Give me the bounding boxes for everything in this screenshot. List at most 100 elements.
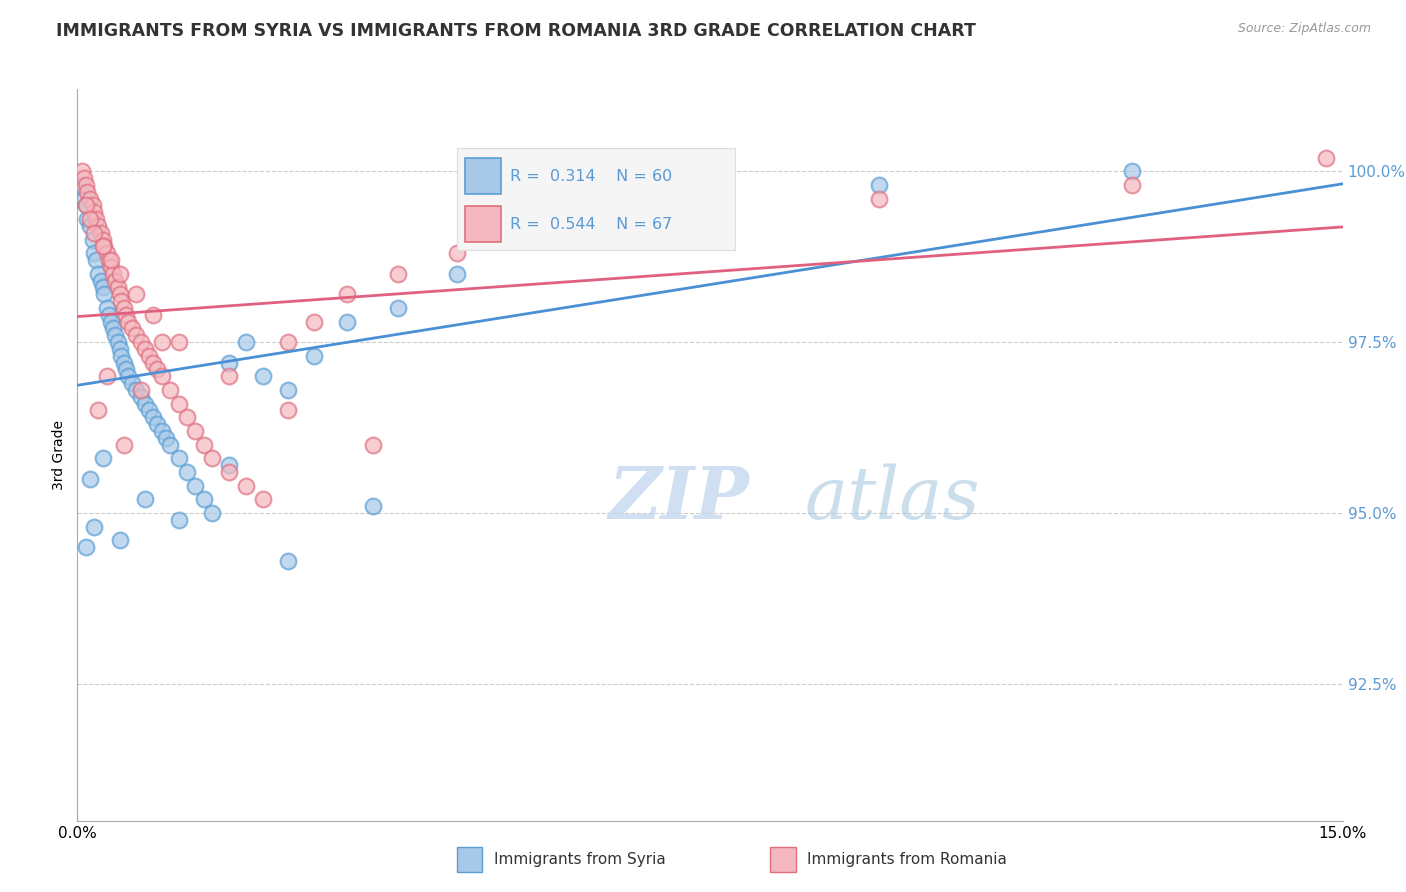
Point	[361, 499, 384, 513]
Point	[302, 349, 325, 363]
Point	[87, 267, 110, 281]
Point	[100, 315, 122, 329]
Point	[134, 342, 156, 356]
Point	[235, 478, 257, 492]
Point	[129, 335, 152, 350]
Point	[218, 465, 240, 479]
Point	[82, 233, 104, 247]
Bar	[465, 158, 502, 194]
Point	[115, 362, 138, 376]
Point	[277, 335, 299, 350]
Point	[107, 280, 129, 294]
Point	[83, 205, 105, 219]
Point	[167, 397, 190, 411]
Point	[73, 171, 96, 186]
Point	[83, 246, 105, 260]
Point	[868, 178, 890, 192]
Point	[159, 383, 181, 397]
Point	[91, 280, 114, 294]
Point	[76, 185, 98, 199]
Point	[657, 198, 679, 212]
Text: IMMIGRANTS FROM SYRIA VS IMMIGRANTS FROM ROMANIA 3RD GRADE CORRELATION CHART: IMMIGRANTS FROM SYRIA VS IMMIGRANTS FROM…	[56, 22, 976, 40]
Point	[184, 478, 207, 492]
Point	[104, 274, 127, 288]
Point	[142, 308, 165, 322]
Point	[76, 212, 98, 227]
Point	[446, 267, 468, 281]
Point	[146, 417, 169, 432]
Point	[79, 219, 101, 233]
Point	[138, 403, 160, 417]
Point	[150, 369, 173, 384]
Point	[176, 465, 198, 479]
Point	[110, 294, 132, 309]
Point	[125, 383, 148, 397]
Point	[361, 438, 384, 452]
Point	[84, 253, 107, 268]
Point	[134, 397, 156, 411]
Point	[98, 308, 121, 322]
Point	[70, 164, 93, 178]
Text: R =  0.544    N = 67: R = 0.544 N = 67	[510, 217, 672, 232]
Point	[201, 506, 224, 520]
Point	[218, 458, 240, 472]
Point	[91, 239, 114, 253]
Point	[121, 321, 143, 335]
Point	[93, 239, 115, 253]
Point	[142, 356, 165, 370]
Point	[146, 362, 169, 376]
Point	[73, 192, 96, 206]
Point	[115, 308, 138, 322]
Point	[150, 424, 173, 438]
Point	[91, 233, 114, 247]
Point	[218, 369, 240, 384]
Point	[108, 287, 131, 301]
Point	[657, 212, 679, 227]
Point	[277, 403, 299, 417]
Point	[530, 233, 553, 247]
Point	[167, 513, 190, 527]
Point	[193, 438, 215, 452]
Point	[201, 451, 224, 466]
Point	[129, 390, 152, 404]
Point	[108, 342, 131, 356]
Text: Immigrants from Syria: Immigrants from Syria	[494, 853, 665, 867]
Point	[91, 451, 114, 466]
Point	[83, 519, 105, 533]
Point	[159, 438, 181, 452]
Point	[150, 335, 173, 350]
Point	[108, 267, 131, 281]
Point	[252, 369, 274, 384]
Point	[93, 287, 115, 301]
Point	[138, 349, 160, 363]
Point	[108, 533, 131, 548]
Point	[193, 492, 215, 507]
Point	[79, 472, 101, 486]
Point	[96, 301, 118, 315]
Point	[167, 335, 190, 350]
Point	[252, 492, 274, 507]
Point	[79, 212, 101, 227]
Point	[302, 315, 325, 329]
Point	[1121, 178, 1143, 192]
Point	[70, 178, 93, 192]
Point	[75, 198, 97, 212]
Point	[446, 246, 468, 260]
Point	[101, 267, 124, 281]
Point	[75, 540, 97, 554]
Point	[87, 219, 110, 233]
Point	[129, 383, 152, 397]
Point	[107, 335, 129, 350]
Point	[84, 212, 107, 227]
Point	[90, 226, 112, 240]
Point	[79, 192, 101, 206]
Point	[101, 321, 124, 335]
Text: Source: ZipAtlas.com: Source: ZipAtlas.com	[1237, 22, 1371, 36]
Point	[110, 349, 132, 363]
Point	[98, 253, 121, 268]
Point	[1315, 151, 1337, 165]
Point	[387, 267, 409, 281]
Point	[142, 410, 165, 425]
Point	[75, 178, 97, 192]
Point	[125, 328, 148, 343]
